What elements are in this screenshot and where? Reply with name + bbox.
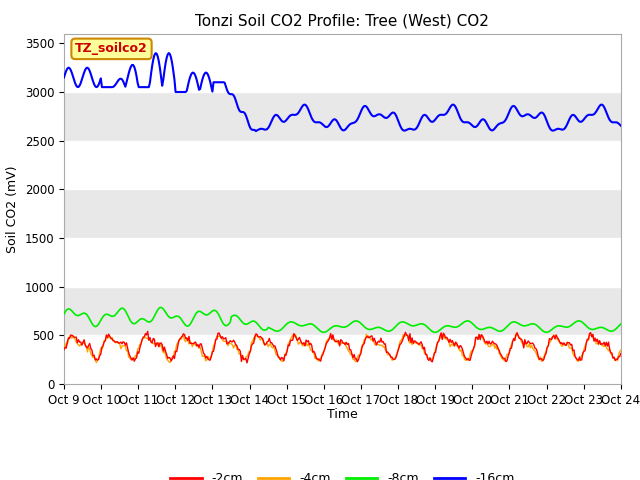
Bar (64, 92, 621, 141)
Bar (64, 238, 621, 287)
Bar (64, 336, 621, 384)
Title: Tonzi Soil CO2 Profile: Tree (West) CO2: Tonzi Soil CO2 Profile: Tree (West) CO2 (195, 13, 490, 28)
Bar (64, 287, 621, 336)
X-axis label: Time: Time (327, 408, 358, 421)
Y-axis label: Soil CO2 (mV): Soil CO2 (mV) (6, 165, 19, 252)
Legend: -2cm, -4cm, -8cm, -16cm: -2cm, -4cm, -8cm, -16cm (165, 467, 520, 480)
Bar (64, 189, 621, 238)
Bar (64, 141, 621, 189)
Text: TZ_soilco2: TZ_soilco2 (75, 42, 148, 55)
Bar (64, 43, 621, 92)
